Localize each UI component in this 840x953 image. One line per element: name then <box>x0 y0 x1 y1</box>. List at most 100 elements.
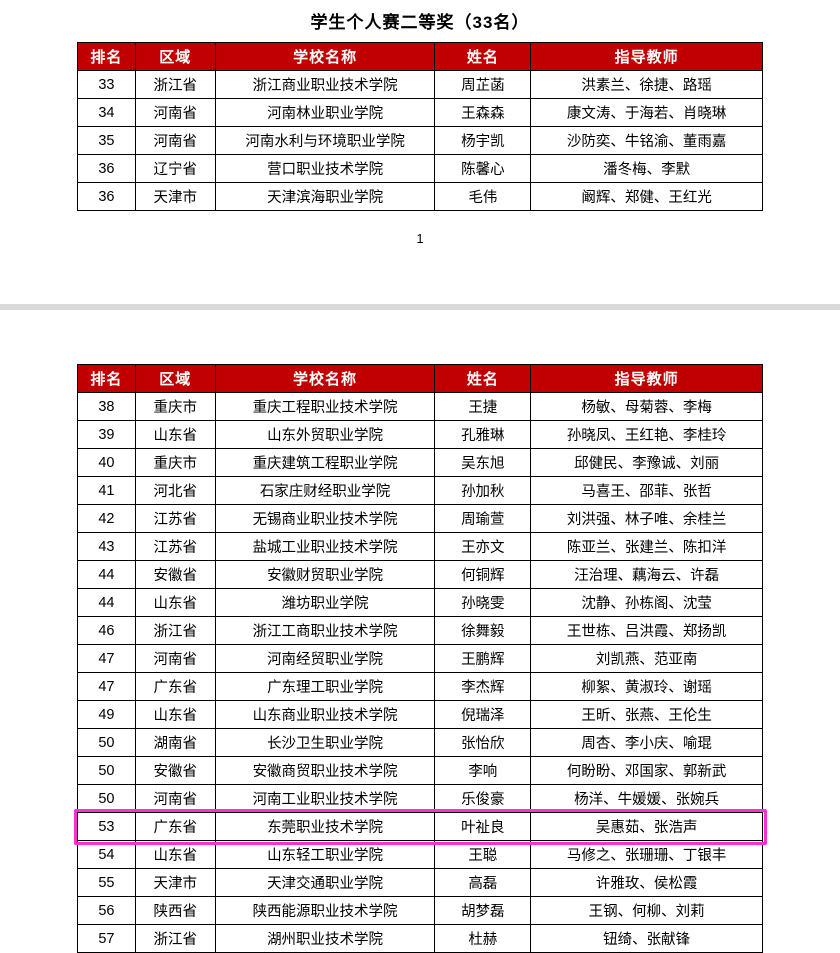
cell-rank: 57 <box>77 924 136 953</box>
cell-name: 徐舞毅 <box>434 616 532 645</box>
cell-name: 孔雅琳 <box>434 420 532 449</box>
cell-teacher: 沈静、孙栋阁、沈莹 <box>530 588 763 617</box>
cell-teacher: 王世栋、吕洪霞、郑扬凯 <box>530 616 763 645</box>
column-header-rank: 排名 <box>77 364 136 393</box>
cell-name: 王捷 <box>434 392 532 421</box>
award-table-page1-body: 33 浙江省 浙江商业职业技术学院 周芷菡 洪素兰、徐捷、路瑶 34 河南省 河… <box>77 70 763 211</box>
cell-school: 营口职业技术学院 <box>214 154 436 183</box>
cell-name: 李杰辉 <box>434 672 532 701</box>
cell-teacher: 康文涛、于海若、肖晓琳 <box>530 98 763 127</box>
cell-name: 王聪 <box>434 840 532 869</box>
cell-teacher: 潘冬梅、李默 <box>530 154 763 183</box>
cell-name: 孙晓雯 <box>434 588 532 617</box>
table-header-row: 排名 区域 学校名称 姓名 指导教师 <box>77 364 763 393</box>
cell-school: 无锡商业职业技术学院 <box>214 504 436 533</box>
cell-school: 山东外贸职业学院 <box>214 420 436 449</box>
cell-school: 石家庄财经职业学院 <box>214 476 436 505</box>
cell-teacher: 孙晓凤、王红艳、李桂玲 <box>530 420 763 449</box>
cell-region: 安徽省 <box>134 756 216 785</box>
cell-name: 陈馨心 <box>434 154 532 183</box>
cell-region: 河南省 <box>134 98 216 127</box>
table-row: 56 陕西省 陕西能源职业技术学院 胡梦磊 王钢、何柳、刘莉 <box>77 896 763 925</box>
column-header-teacher: 指导教师 <box>530 42 763 71</box>
award-table-page1-wrapper: 排名 区域 学校名称 姓名 指导教师 33 浙江省 浙江商业职业技术学院 周芷菡… <box>77 42 763 211</box>
table-row: 41 河北省 石家庄财经职业学院 孙加秋 马喜王、邵菲、张哲 <box>77 476 763 505</box>
table-row: 50 安徽省 安徽商贸职业技术学院 李响 何盼盼、邓国家、郭新武 <box>77 756 763 785</box>
table-row: 36 天津市 天津滨海职业学院 毛伟 阚辉、郑健、王红光 <box>77 182 763 211</box>
page-bottom-margin <box>0 246 840 304</box>
cell-rank: 54 <box>77 840 136 869</box>
cell-teacher: 刘凯燕、范亚南 <box>530 644 763 673</box>
cell-rank: 44 <box>77 560 136 589</box>
cell-school: 河南水利与环境职业学院 <box>214 126 436 155</box>
cell-region: 河南省 <box>134 644 216 673</box>
cell-name: 李响 <box>434 756 532 785</box>
cell-region: 山东省 <box>134 700 216 729</box>
column-header-name: 姓名 <box>434 364 532 393</box>
cell-rank: 44 <box>77 588 136 617</box>
cell-region: 广东省 <box>134 672 216 701</box>
table-row: 38 重庆市 重庆工程职业技术学院 王捷 杨敏、母菊蓉、李梅 <box>77 392 763 421</box>
table-row: 57 浙江省 湖州职业技术学院 杜赫 钮绮、张献锋 <box>77 924 763 953</box>
table-row: 47 广东省 广东理工职业学院 李杰辉 柳絮、黄淑玲、谢瑶 <box>77 672 763 701</box>
cell-name: 高磊 <box>434 868 532 897</box>
cell-region: 湖南省 <box>134 728 216 757</box>
cell-name: 吴东旭 <box>434 448 532 477</box>
cell-name: 王鹏辉 <box>434 644 532 673</box>
page-title: 学生个人赛二等奖（33名） <box>310 13 530 32</box>
cell-name: 张怡欣 <box>434 728 532 757</box>
cell-teacher: 刘洪强、林子唯、余桂兰 <box>530 504 763 533</box>
page-number: 1 <box>416 231 424 246</box>
cell-school: 河南经贸职业学院 <box>214 644 436 673</box>
column-header-school: 学校名称 <box>214 42 436 71</box>
cell-rank: 39 <box>77 420 136 449</box>
column-header-teacher: 指导教师 <box>530 364 763 393</box>
cell-teacher: 杨敏、母菊蓉、李梅 <box>530 392 763 421</box>
cell-teacher: 钮绮、张献锋 <box>530 924 763 953</box>
cell-rank: 41 <box>77 476 136 505</box>
table-row: 33 浙江省 浙江商业职业技术学院 周芷菡 洪素兰、徐捷、路瑶 <box>77 70 763 99</box>
cell-region: 重庆市 <box>134 448 216 477</box>
cell-name: 何铜辉 <box>434 560 532 589</box>
cell-rank: 42 <box>77 504 136 533</box>
table-row: 54 山东省 山东轻工职业学院 王聪 马修之、张珊珊、丁银丰 <box>77 840 763 869</box>
table-row: 47 河南省 河南经贸职业学院 王鹏辉 刘凯燕、范亚南 <box>77 644 763 673</box>
table-row: 50 湖南省 长沙卫生职业学院 张怡欣 周杏、李小庆、喻琨 <box>77 728 763 757</box>
cell-name: 杜赫 <box>434 924 532 953</box>
cell-teacher: 洪素兰、徐捷、路瑶 <box>530 70 763 99</box>
cell-name: 周芷菡 <box>434 70 532 99</box>
column-header-name: 姓名 <box>434 42 532 71</box>
cell-region: 天津市 <box>134 182 216 211</box>
column-header-region: 区域 <box>134 364 216 393</box>
cell-teacher: 沙防奕、牛铭渝、董雨嘉 <box>530 126 763 155</box>
cell-name: 乐俊豪 <box>434 784 532 813</box>
cell-school: 安徽财贸职业学院 <box>214 560 436 589</box>
cell-rank: 36 <box>77 154 136 183</box>
table-row: 35 河南省 河南水利与环境职业学院 杨宇凯 沙防奕、牛铭渝、董雨嘉 <box>77 126 763 155</box>
cell-rank: 38 <box>77 392 136 421</box>
cell-teacher: 马修之、张珊珊、丁银丰 <box>530 840 763 869</box>
document-page-2: 排名 区域 学校名称 姓名 指导教师 38 重庆市 重庆工程职业技术学院 王捷 杨敏、母… <box>0 364 840 953</box>
table-row: 55 天津市 天津交通职业学院 高磊 许雅玫、侯松霞 <box>77 868 763 897</box>
cell-school: 盐城工业职业技术学院 <box>214 532 436 561</box>
cell-region: 浙江省 <box>134 924 216 953</box>
cell-school: 广东理工职业学院 <box>214 672 436 701</box>
cell-rank: 50 <box>77 784 136 813</box>
cell-school: 浙江工商职业技术学院 <box>214 616 436 645</box>
cell-rank: 33 <box>77 70 136 99</box>
cell-school: 河南林业职业学院 <box>214 98 436 127</box>
cell-name: 王森森 <box>434 98 532 127</box>
cell-school: 天津交通职业学院 <box>214 868 436 897</box>
cell-school: 山东商业职业技术学院 <box>214 700 436 729</box>
table-row: 39 山东省 山东外贸职业学院 孔雅琳 孙晓凤、王红艳、李桂玲 <box>77 420 763 449</box>
cell-teacher: 王昕、张燕、王伦生 <box>530 700 763 729</box>
cell-name: 杨宇凯 <box>434 126 532 155</box>
award-table-page1: 排名 区域 学校名称 姓名 指导教师 33 浙江省 浙江商业职业技术学院 周芷菡… <box>77 42 763 211</box>
cell-teacher: 陈亚兰、张建兰、陈扣洋 <box>530 532 763 561</box>
table-row: 44 安徽省 安徽财贸职业学院 何铜辉 汪治理、藕海云、许磊 <box>77 560 763 589</box>
award-table-page2-wrapper: 排名 区域 学校名称 姓名 指导教师 38 重庆市 重庆工程职业技术学院 王捷 杨敏、母… <box>73 364 767 953</box>
cell-region: 山东省 <box>134 420 216 449</box>
table-header-row: 排名 区域 学校名称 姓名 指导教师 <box>77 42 763 71</box>
table-row: 50 河南省 河南工业职业技术学院 乐俊豪 杨洋、牛媛媛、张婉兵 <box>77 784 763 813</box>
cell-region: 重庆市 <box>134 392 216 421</box>
